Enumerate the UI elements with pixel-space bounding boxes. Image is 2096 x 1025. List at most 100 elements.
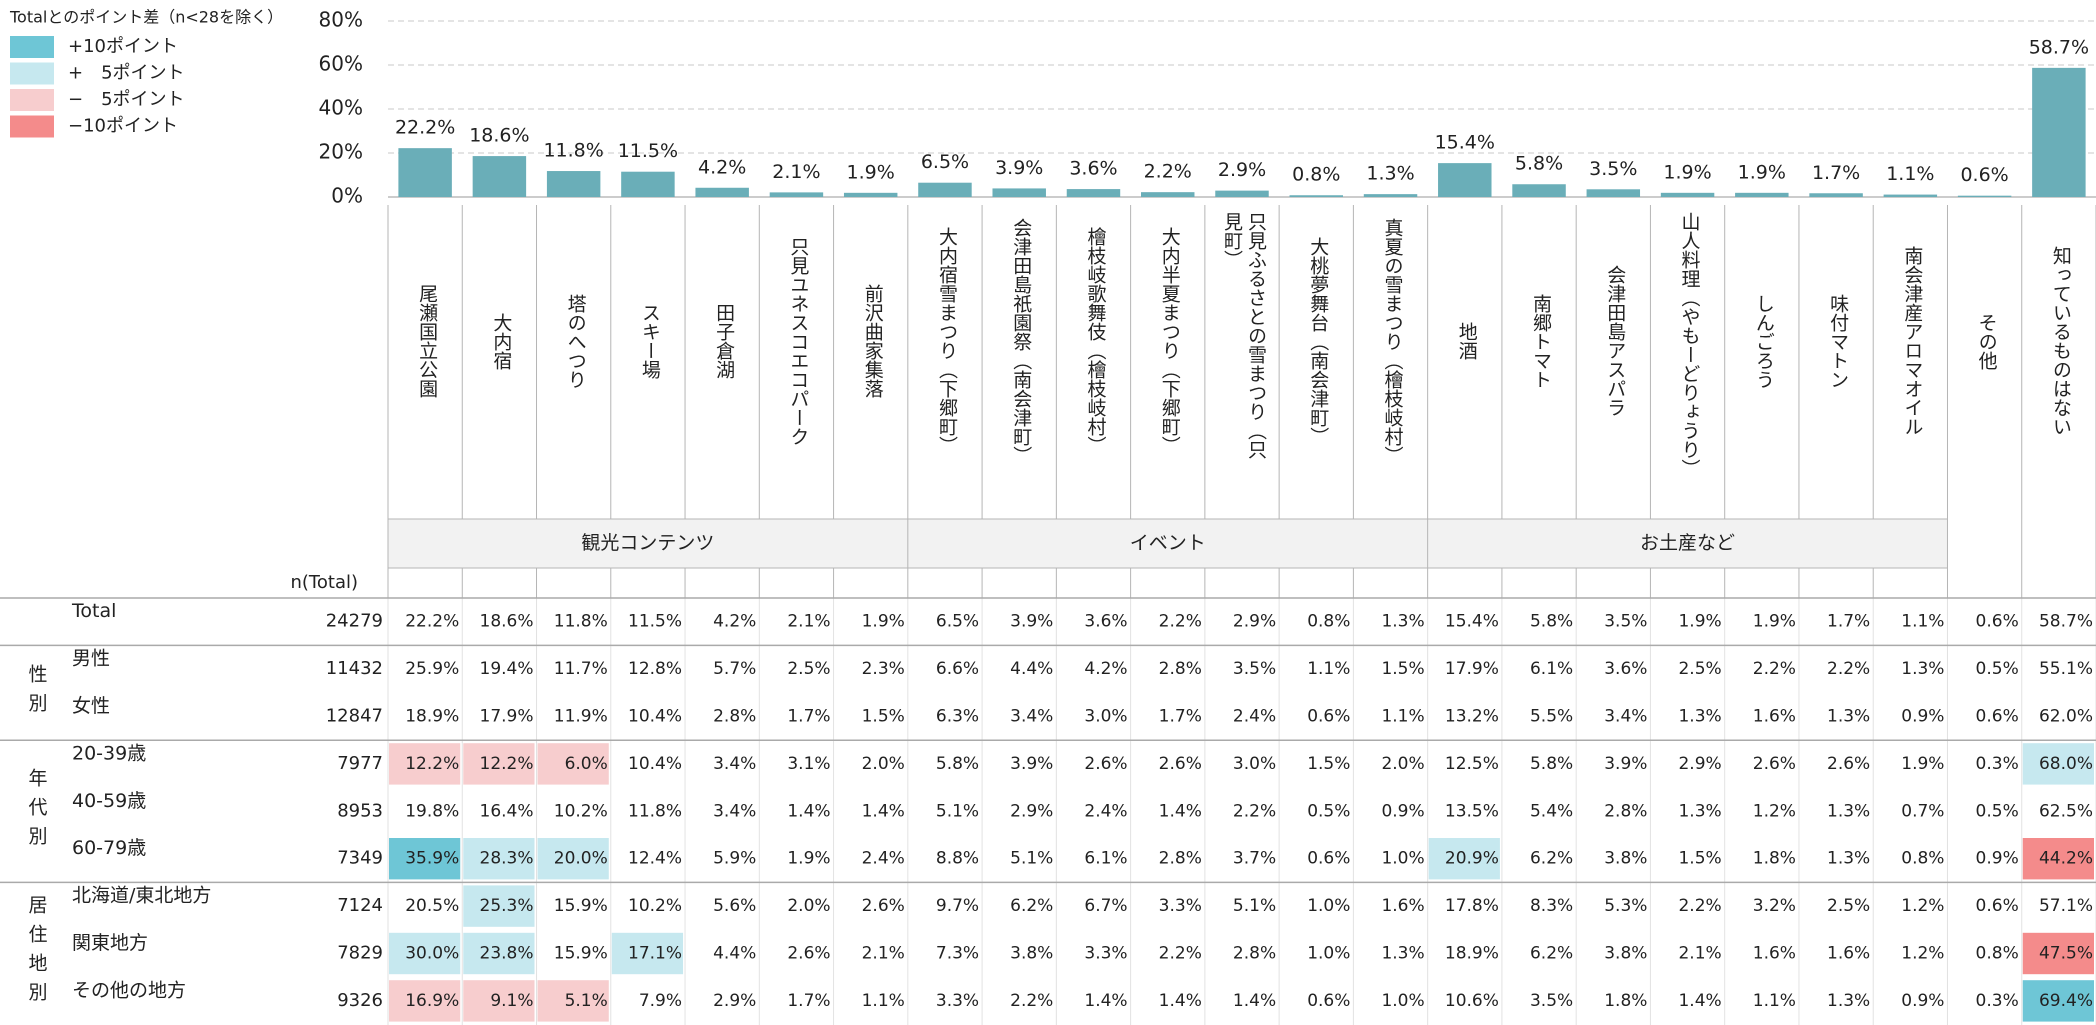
highlight-cell [389,838,461,880]
cell-value: 5.5% [1530,707,1573,727]
value-label: 4.2% [698,156,746,178]
highlight-cell [463,743,535,785]
cell-value: 0.6% [1976,707,2019,727]
highlight-cell [463,885,535,927]
row-n: 11432 [326,658,383,679]
cell-value: 1.3% [1381,944,1424,964]
cell-value: 1.3% [1381,612,1424,632]
cell-value: 2.6% [862,896,905,916]
highlight-cell [537,980,609,1022]
cell-value: 25.9% [405,659,459,679]
legend-label: + 5ポイント [68,63,185,84]
cell-value: 1.5% [1678,849,1721,869]
cell-value: 2.2% [1010,991,1053,1011]
cell-value: 1.4% [1159,801,1202,821]
cell-value: 6.2% [1530,944,1573,964]
cell-value: 3.1% [787,754,830,774]
cell-value: 6.7% [1084,896,1127,916]
category-label: 味付マトン [1827,293,1850,389]
cell-value: 17.9% [480,707,534,727]
cell-value: 1.3% [1827,849,1870,869]
cell-value: 1.9% [787,849,830,869]
bar [918,182,972,197]
cell-value: 19.8% [405,801,459,821]
legend-label: − 5ポイント [68,89,185,110]
row-label: その他の地方 [72,979,186,1001]
highlight-cell [389,932,461,975]
highlight-cell [389,980,461,1022]
highlight-cell [2022,743,2094,785]
cell-value: 1.6% [1753,707,1796,727]
cell-value: 3.5% [1604,612,1647,632]
bar [1215,190,1269,197]
cell-value: 5.1% [565,991,608,1011]
cell-value: 12.2% [405,754,459,774]
cell-value: 3.6% [1604,659,1647,679]
highlight-cell [463,838,535,880]
cell-value: 1.9% [1678,612,1721,632]
category-label: 大桃夢舞台（南会津町） [1307,236,1330,446]
legend-swatch [10,115,54,138]
value-label: 1.1% [1886,163,1934,185]
cell-value: 4.2% [713,612,756,632]
cell-value: 5.6% [713,896,756,916]
highlight-cell [2022,838,2094,880]
cell-value: 1.5% [1307,754,1350,774]
cell-value: 2.6% [787,944,830,964]
cell-value: 12.2% [480,754,534,774]
cell-value: 1.3% [1678,707,1721,727]
value-label: 3.5% [1589,158,1637,180]
value-label: 3.9% [995,157,1043,179]
cell-value: 18.9% [1445,944,1499,964]
cell-value: 2.2% [1678,896,1721,916]
cell-value: 12.4% [628,849,682,869]
cell-value: 1.3% [1678,801,1721,821]
category-label: 只見ユネスコエコパーク [787,236,810,446]
cell-value: 0.6% [1976,612,2019,632]
bar [1438,163,1492,197]
cell-value: 16.4% [480,801,534,821]
value-label: 0.6% [1960,164,2008,186]
bar [843,192,898,197]
cell-value: 5.7% [713,659,756,679]
cell-value: 0.6% [1307,707,1350,727]
cell-value: 1.3% [1827,801,1870,821]
row-n: 8953 [337,800,383,821]
cell-value: 12.8% [628,659,682,679]
cell-value: 1.0% [1381,849,1424,869]
row-label: 関東地方 [72,932,148,954]
highlight-cell [463,980,535,1022]
cell-value: 2.9% [1010,801,1053,821]
highlight-cell [537,743,609,785]
row-label: Total [71,600,116,622]
cell-value: 15.4% [1445,612,1499,632]
cell-value: 20.5% [405,896,459,916]
legend-label: +10ポイント [68,36,178,57]
cell-value: 10.4% [628,707,682,727]
highlight-cell [2022,980,2094,1022]
category-label: 尾瀬国立公園 [416,284,439,398]
cell-value: 2.1% [1678,944,1721,964]
cell-value: 16.9% [405,991,459,1011]
bar [1809,193,1863,197]
cell-value: 6.6% [936,659,979,679]
cell-value: 3.0% [1233,754,1276,774]
row-n: 7829 [337,943,383,964]
cell-value: 1.7% [1159,707,1202,727]
n-header: n(Total) [291,572,359,593]
cell-value: 57.1% [2039,896,2093,916]
cell-value: 6.1% [1084,849,1127,869]
cell-value: 3.4% [1604,707,1647,727]
y-tick-label: 20% [319,140,363,164]
cell-value: 1.0% [1307,944,1350,964]
cell-value: 1.5% [1381,659,1424,679]
cell-value: 3.7% [1233,849,1276,869]
cell-value: 20.0% [554,849,608,869]
cell-value: 2.6% [1753,754,1796,774]
cell-value: 11.7% [554,659,608,679]
bar [1735,192,1789,197]
cell-value: 1.4% [1233,991,1276,1011]
highlight-cell [463,932,535,975]
category-label: 知っているものはない [2049,246,2072,436]
value-label: 2.9% [1218,159,1266,181]
